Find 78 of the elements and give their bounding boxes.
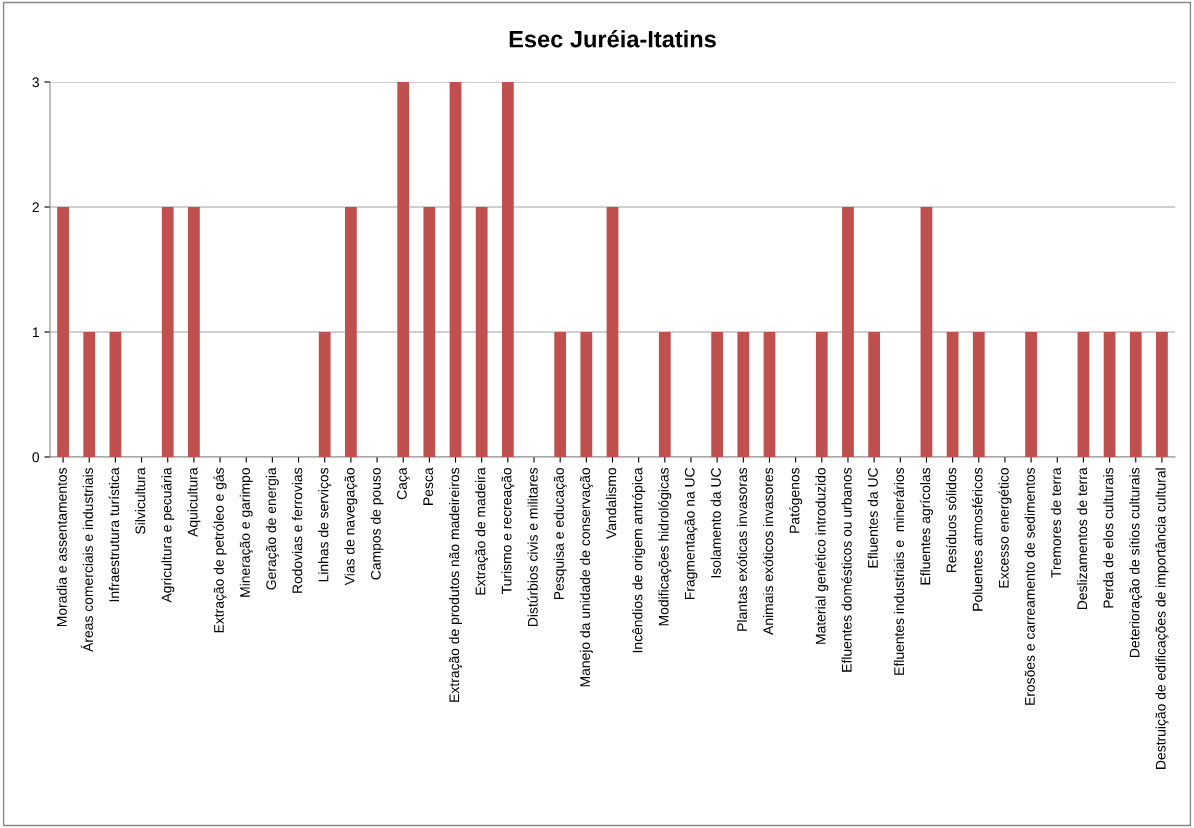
x-tick-label: Perda de elos culturais: [1103, 467, 1114, 608]
x-tick-label: Linhas de serviços: [318, 467, 332, 582]
x-tick-label: Efluentes agrícolas: [919, 467, 934, 585]
x-tick-label: Efluentes industriais e minerários: [893, 467, 905, 675]
bar: [972, 332, 985, 457]
bar: [1077, 332, 1090, 457]
bar: [475, 207, 488, 457]
x-tick-label: Poluentes atmosféricos: [972, 467, 983, 611]
x-tick-label: Manejo da unidade de conservação: [579, 467, 593, 687]
x-tick-label: Caça: [397, 467, 410, 500]
bar: [423, 207, 436, 457]
x-tick-label: Animais exóticos invasores: [762, 467, 774, 635]
bar: [815, 332, 828, 457]
y-tick-label: 1: [32, 327, 39, 338]
bar: [554, 332, 567, 457]
x-tick-label: Distúrbios civis e militares: [527, 467, 538, 627]
bar: [57, 207, 69, 457]
x-tick-label: Turismo e recreação: [501, 467, 515, 594]
bar: [842, 207, 854, 457]
y-tick-label: 0: [32, 452, 40, 463]
x-tick-label: Rodovias e ferrovias: [292, 467, 303, 593]
x-tick-label: Material genético introduzido: [815, 467, 829, 644]
x-tick-label: Silvicultura: [135, 467, 146, 534]
bar: [83, 332, 96, 457]
bar: [109, 332, 122, 457]
chart-title: Esec Juréia-Itatins: [509, 29, 716, 48]
x-tick-label: Agricultura e pecuária: [161, 467, 175, 603]
bar: [397, 82, 410, 457]
bar: [161, 207, 174, 457]
bar: [344, 207, 357, 457]
x-tick-label: Fragmentação na UC: [684, 467, 698, 600]
x-tick-label: Geração de energia: [265, 467, 279, 590]
x-tick-label: Resíduos sólidos: [945, 467, 957, 573]
x-tick-label: Patógenos: [789, 467, 803, 533]
x-tick-label: Efluentes da UC: [867, 467, 878, 568]
x-tick-label: Campos de pouso: [370, 467, 384, 580]
x-tick-label: Efluentes domésticos ou urbanos: [841, 467, 852, 672]
x-tick-label: Áreas comerciais e industriais: [80, 467, 93, 652]
bar: [1156, 332, 1168, 457]
bar: [868, 332, 881, 457]
bar: [188, 207, 200, 457]
x-tick-label: Extração de petróleo e gás: [213, 467, 227, 633]
x-tick-label: Pesca: [423, 467, 434, 505]
bar: [1025, 332, 1037, 457]
x-tick-label: Extração de produtos não madeireiros: [449, 467, 463, 702]
bar: [449, 82, 462, 457]
x-tick-label: Tremores de terra: [1050, 467, 1061, 578]
y-tick-label: 2: [32, 202, 39, 213]
bar: [606, 207, 619, 457]
x-tick-label: Excesso energético: [998, 467, 1012, 588]
bar: [711, 332, 724, 457]
bar: [920, 207, 933, 457]
bar: [946, 332, 959, 457]
bar: [1103, 332, 1116, 457]
bar: [580, 332, 593, 457]
x-tick-label: Incêndios de origem antrópica: [632, 467, 646, 653]
bar: [737, 332, 750, 457]
bar: [1129, 332, 1142, 457]
x-tick-label: Plantas exóticas invasoras: [736, 467, 748, 631]
x-tick-label: Pesquisa e educação: [553, 467, 567, 600]
bar: [501, 82, 514, 457]
x-tick-label: Mineração e garimpo: [239, 467, 253, 597]
x-tick-label: Erosões e carreamento de sedimentos: [1024, 467, 1035, 705]
x-tick-label: Modificações hidrológicas: [658, 467, 672, 626]
x-tick-label: Moradia e assentamentos: [56, 467, 67, 627]
bar: [658, 332, 671, 457]
bar: [318, 332, 331, 457]
x-tick-label: Isolamento da UC: [710, 467, 721, 578]
x-tick-label: Infraestrutura turística: [108, 467, 120, 602]
bar: [763, 332, 776, 457]
x-tick-label: Extração de madeira: [475, 467, 489, 595]
x-tick-label: Destruição de edificações de importância cultural: [1155, 468, 1169, 769]
x-tick-label: Vandalismo: [606, 468, 617, 539]
x-tick-label: Deterioração de sítios culturais: [1129, 467, 1143, 657]
y-tick-label: 3: [32, 77, 39, 88]
x-tick-label: Deslizamentos de terra: [1076, 467, 1088, 610]
x-tick-label: Vias de navegação: [344, 467, 358, 586]
x-tick-label: Aquicultura: [187, 467, 201, 537]
